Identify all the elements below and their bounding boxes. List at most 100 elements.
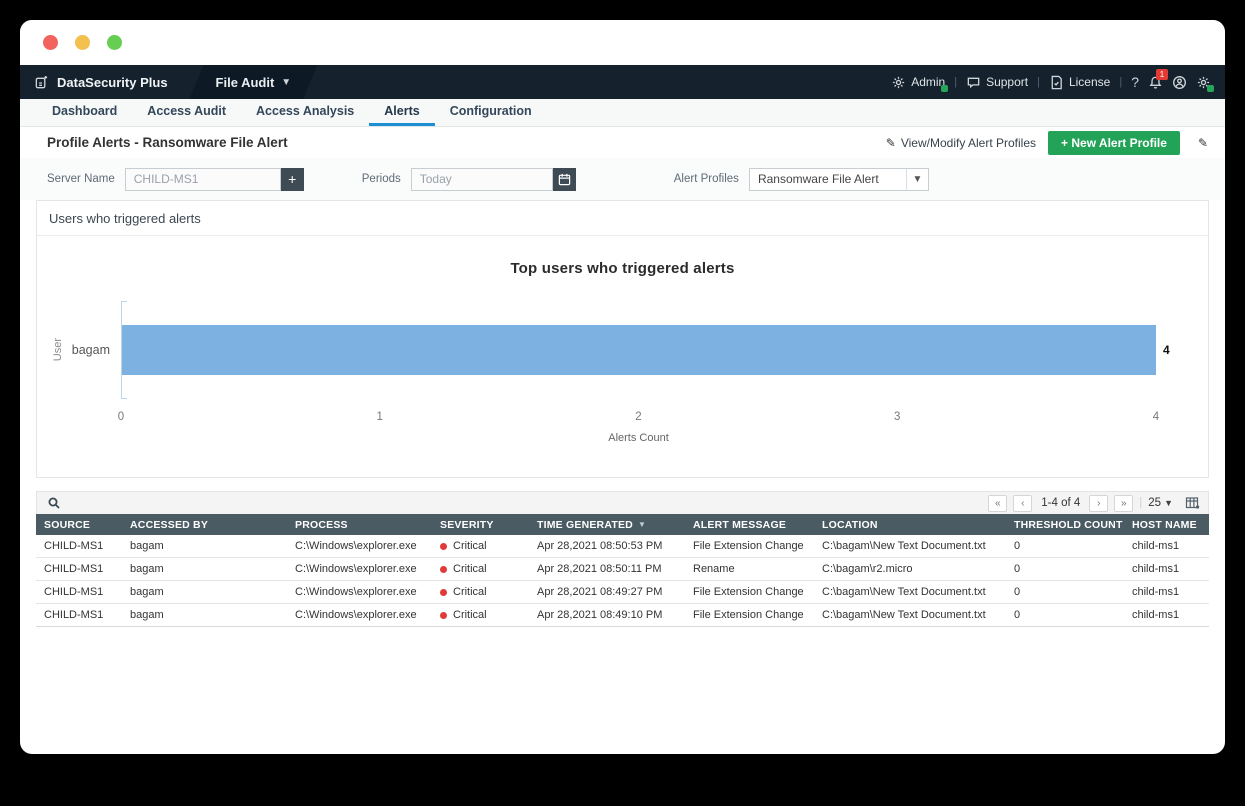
cell-accessed-by: bagam <box>130 563 164 575</box>
add-server-button[interactable]: + <box>280 167 304 191</box>
cell-severity: Critical <box>432 558 529 580</box>
next-page-button[interactable]: › <box>1089 494 1109 512</box>
divider: | <box>1119 76 1123 88</box>
periods-input[interactable] <box>410 167 553 191</box>
new-alert-profile-button[interactable]: + New Alert Profile <box>1048 130 1180 155</box>
critical-dot-icon <box>440 565 447 573</box>
cell-time: Apr 28,2021 08:50:53 PM <box>537 540 663 552</box>
chevron-down-icon: ▼ <box>1164 498 1173 508</box>
prev-page-button[interactable]: ‹ <box>1013 494 1033 512</box>
tab-alerts[interactable]: Alerts <box>369 99 435 126</box>
x-tick: 4 <box>1152 411 1160 423</box>
bell-icon: 1 <box>1148 68 1168 90</box>
view-modify-profiles-link[interactable]: ✎ View/Modify Alert Profiles <box>886 136 1036 150</box>
user-account-button[interactable] <box>1172 75 1187 90</box>
server-name-label: Server Name <box>47 173 115 185</box>
chart-bar[interactable]: 4 <box>122 325 1170 375</box>
tab-configuration[interactable]: Configuration <box>449 104 532 118</box>
cell-source: CHILD-MS1 <box>44 586 104 598</box>
table-row[interactable]: CHILD-MS1 bagam C:\Windows\explorer.exe … <box>36 558 1209 581</box>
y-category-label: bagam <box>71 343 110 357</box>
pagination: « ‹ 1-4 of 4 › » | 25 ▼ <box>988 494 1200 512</box>
alert-profiles-select[interactable]: Ransomware File Alert ▼ <box>748 167 929 191</box>
last-page-button[interactable]: » <box>1114 494 1134 512</box>
search-icon[interactable] <box>47 496 61 510</box>
x-axis-label: Alerts Count <box>608 432 669 444</box>
calendar-button[interactable] <box>552 167 576 191</box>
topbar-right: Admin | Support | License | ? <box>891 68 1225 92</box>
col-alert-message[interactable]: ALERT MESSAGE <box>693 518 787 531</box>
table-row[interactable]: CHILD-MS1 bagam C:\Windows\explorer.exe … <box>36 535 1209 558</box>
maximize-window-button[interactable] <box>107 35 122 50</box>
alerts-table: « ‹ 1-4 of 4 › » | 25 ▼ SOURCE ACCESSED … <box>36 491 1209 627</box>
notifications-button[interactable]: 1 <box>1148 68 1168 90</box>
close-window-button[interactable] <box>43 35 58 50</box>
cell-severity: Critical <box>432 581 529 603</box>
admin-menu[interactable]: Admin <box>891 75 949 92</box>
page-actions: ✎ View/Modify Alert Profiles + New Alert… <box>886 130 1208 155</box>
x-tick: 1 <box>376 411 383 423</box>
cell-threshold: 0 <box>1014 540 1021 552</box>
page-range: 1-4 of 4 <box>1041 497 1081 509</box>
table-header-row: SOURCE ACCESSED BY PROCESS SEVERITY TIME… <box>36 514 1209 535</box>
cell-message: File Extension Change <box>693 540 804 552</box>
support-menu[interactable]: Support <box>966 75 1028 90</box>
cell-severity: Critical <box>432 535 529 557</box>
server-name-input[interactable] <box>124 167 281 191</box>
col-time-generated-label: TIME GENERATED <box>537 518 633 531</box>
table-toolbar: « ‹ 1-4 of 4 › » | 25 ▼ <box>36 491 1209 514</box>
tab-access-audit[interactable]: Access Audit <box>147 104 227 118</box>
sort-desc-icon: ▼ <box>637 520 647 529</box>
help-icon: ? <box>1131 74 1139 90</box>
pencil-icon[interactable]: ✎ <box>1197 135 1208 150</box>
x-tick: 2 <box>635 411 642 423</box>
settings-button[interactable] <box>1196 75 1214 92</box>
severity-label: Critical <box>453 563 487 575</box>
col-severity[interactable]: SEVERITY <box>440 518 494 531</box>
cell-source: CHILD-MS1 <box>44 609 104 621</box>
tab-access-analysis[interactable]: Access Analysis <box>256 104 355 118</box>
column-settings-icon[interactable] <box>1185 496 1200 510</box>
col-accessed-by[interactable]: ACCESSED BY <box>130 518 209 531</box>
cell-source: CHILD-MS1 <box>44 540 104 552</box>
chart-panel: Users who triggered alerts Top users who… <box>36 200 1209 478</box>
col-threshold-count[interactable]: THRESHOLD COUNT <box>1014 518 1123 531</box>
minimize-window-button[interactable] <box>75 35 90 50</box>
chart-plot-row: User bagam 4 <box>37 301 1208 399</box>
col-source[interactable]: SOURCE <box>44 518 91 531</box>
table-row[interactable]: CHILD-MS1 bagam C:\Windows\explorer.exe … <box>36 604 1209 627</box>
page-header: Profile Alerts - Ransomware File Alert ✎… <box>20 127 1225 158</box>
table-row[interactable]: CHILD-MS1 bagam C:\Windows\explorer.exe … <box>36 581 1209 604</box>
cell-accessed-by: bagam <box>130 540 164 552</box>
cell-threshold: 0 <box>1014 609 1021 621</box>
cell-threshold: 0 <box>1014 563 1021 575</box>
page-size-select[interactable]: 25 ▼ <box>1148 497 1173 509</box>
col-process[interactable]: PROCESS <box>295 518 348 531</box>
col-location[interactable]: LOCATION <box>822 518 878 531</box>
license-icon <box>1049 75 1064 90</box>
cell-time: Apr 28,2021 08:49:27 PM <box>537 586 663 598</box>
severity-label: Critical <box>453 609 487 621</box>
periods-filter <box>410 167 576 191</box>
chart-panel-header: Users who triggered alerts <box>37 201 1208 236</box>
divider: | <box>954 76 958 88</box>
filter-bar: Server Name + Periods Alert Profiles Ran… <box>20 158 1225 200</box>
divider: | <box>1139 497 1143 509</box>
x-tick: 0 <box>117 411 125 423</box>
critical-dot-icon <box>440 542 447 550</box>
cell-host: child-ms1 <box>1132 540 1180 552</box>
module-selector[interactable]: File Audit ▼ <box>190 65 318 99</box>
first-page-button[interactable]: « <box>988 494 1008 512</box>
brand[interactable]: DataSecurity Plus <box>20 75 182 90</box>
cell-source: CHILD-MS1 <box>44 563 104 575</box>
help-button[interactable]: ? <box>1131 74 1139 90</box>
col-host-name[interactable]: HOST NAME <box>1132 518 1197 531</box>
datasecurity-logo-icon <box>34 75 49 90</box>
cell-threshold: 0 <box>1014 586 1021 598</box>
pencil-icon: ✎ <box>885 135 896 150</box>
tab-dashboard[interactable]: Dashboard <box>52 104 118 118</box>
license-menu[interactable]: License <box>1049 75 1110 90</box>
col-time-generated[interactable]: TIME GENERATED ▼ <box>529 514 685 535</box>
nav-tabs: Dashboard Access Audit Access Analysis A… <box>20 99 1225 127</box>
cell-location: C:\bagam\New Text Document.txt <box>822 609 986 621</box>
